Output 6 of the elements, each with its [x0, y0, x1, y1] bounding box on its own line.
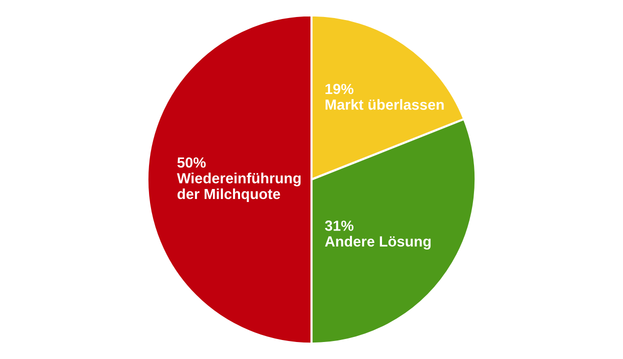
data-label: 19%: [326, 84, 354, 94]
slice-label: Wiedereinführung der Milchquote: [176, 172, 301, 202]
slice-label: Andere Lösung: [324, 236, 431, 250]
data-label: 31%: [324, 220, 354, 231]
slice-label: Markt überlassen: [326, 99, 444, 110]
data-label: 50%: [177, 157, 206, 168]
